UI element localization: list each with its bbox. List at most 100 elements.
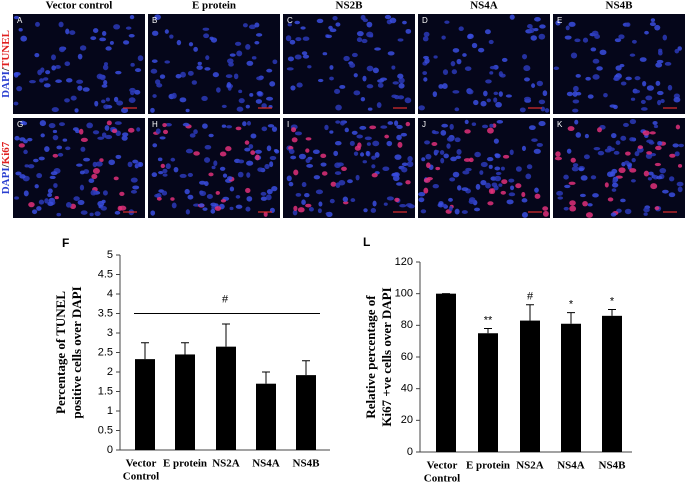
cell-nucleus — [580, 175, 588, 181]
cell-nucleus — [202, 207, 208, 211]
cell-nucleus — [248, 24, 256, 30]
cell-nucleus — [527, 24, 533, 29]
column-header: NS4B — [606, 0, 634, 12]
cell-nucleus — [495, 101, 502, 108]
cell-nucleus — [219, 166, 226, 171]
cell-nucleus — [461, 210, 468, 214]
cell-nucleus — [610, 212, 617, 217]
cell-nucleus — [479, 170, 484, 175]
cell-nucleus — [374, 152, 380, 158]
cell-nucleus — [318, 201, 323, 207]
cell-nucleus — [531, 83, 536, 88]
cell-nucleus — [49, 175, 56, 180]
cell-nucleus — [542, 210, 549, 217]
cell-nucleus — [53, 183, 58, 189]
cell-nucleus — [187, 70, 194, 76]
cell-nucleus — [629, 53, 636, 57]
cell-nucleus — [402, 20, 407, 25]
y-tick-label: 2 — [107, 366, 113, 378]
y-tick-label: 3.5 — [98, 307, 113, 319]
cell-nucleus — [180, 71, 186, 78]
cell-nucleus — [206, 194, 213, 200]
cell-nucleus — [94, 211, 101, 217]
cell-nucleus — [79, 170, 85, 175]
cell-nucleus — [176, 39, 182, 46]
cell-nucleus — [618, 34, 625, 40]
cell-nucleus — [47, 201, 54, 207]
cell-nucleus — [540, 106, 546, 112]
y-tick-label: 5 — [107, 249, 113, 261]
x-tick-label: NS2A — [516, 460, 544, 472]
cell-nucleus — [263, 211, 268, 217]
y-axis-label-line: Percentage of TUNEL — [53, 291, 68, 414]
cell-nucleus — [228, 62, 234, 67]
cell-nucleus — [351, 52, 358, 58]
cell-nucleus — [563, 206, 569, 211]
cell-nucleus — [382, 166, 390, 172]
cell-nucleus — [465, 167, 472, 172]
cell-nucleus — [185, 148, 193, 154]
cell-nucleus — [610, 132, 617, 139]
cell-nucleus — [294, 131, 302, 136]
cell-nucleus — [105, 46, 112, 51]
cell-nucleus — [475, 183, 481, 190]
cell-nucleus — [360, 96, 366, 102]
cell-nucleus — [202, 123, 208, 129]
cell-nucleus — [423, 77, 428, 82]
cell-nucleus — [515, 166, 522, 172]
panel-letter: E — [557, 16, 562, 25]
cell-nucleus — [369, 34, 374, 38]
y-tick-label: 100 — [395, 288, 413, 300]
cell-nucleus — [254, 22, 260, 28]
x-tick-label: Vector — [427, 460, 458, 472]
cell-nucleus — [556, 190, 564, 196]
cell-nucleus — [468, 197, 476, 203]
cell-nucleus — [539, 24, 546, 29]
cell-nucleus — [592, 58, 600, 64]
cell-nucleus — [564, 35, 572, 40]
cell-nucleus — [650, 18, 656, 22]
cell-nucleus — [179, 173, 187, 178]
cell-nucleus — [134, 89, 141, 95]
error-bar — [141, 342, 149, 360]
cell-nucleus — [649, 22, 656, 27]
cell-nucleus — [158, 170, 164, 175]
cell-nucleus — [571, 166, 579, 172]
cell-nucleus — [432, 184, 439, 189]
cell-nucleus — [204, 67, 211, 71]
cell-nucleus — [542, 206, 549, 211]
bar — [520, 320, 540, 452]
cell-nucleus — [301, 51, 308, 56]
y-tick-label: 4.5 — [98, 268, 113, 280]
cell-nucleus — [301, 182, 307, 188]
cell-nucleus — [127, 127, 135, 133]
cell-nucleus — [639, 57, 647, 62]
cell-nucleus — [495, 171, 502, 176]
cell-nucleus — [65, 202, 72, 208]
cell-nucleus — [89, 212, 94, 217]
cell-nucleus — [116, 100, 124, 106]
cell-nucleus — [23, 190, 29, 197]
cell-nucleus — [350, 198, 356, 203]
cell-nucleus — [611, 188, 617, 192]
cell-nucleus — [590, 47, 597, 52]
cell-nucleus — [52, 129, 58, 134]
cell-nucleus — [371, 155, 377, 160]
cell-nucleus — [265, 194, 272, 201]
cell-nucleus — [463, 158, 471, 162]
cell-nucleus — [255, 99, 263, 104]
cell-nucleus — [644, 30, 649, 35]
cell-nucleus — [528, 125, 536, 131]
cell-nucleus — [255, 33, 263, 37]
y-tick-label: 40 — [401, 383, 413, 395]
cell-nucleus — [456, 149, 462, 155]
cell-nucleus — [648, 141, 655, 145]
y-axis-label: Relative percentage ofKi67 +ve cells ove… — [363, 287, 394, 426]
significance-label: * — [569, 299, 574, 311]
cell-nucleus — [441, 123, 449, 128]
cell-nucleus — [354, 145, 361, 151]
cell-nucleus — [536, 80, 544, 87]
cell-nucleus — [640, 107, 648, 111]
cell-nucleus — [342, 201, 349, 205]
cell-nucleus — [306, 163, 314, 168]
